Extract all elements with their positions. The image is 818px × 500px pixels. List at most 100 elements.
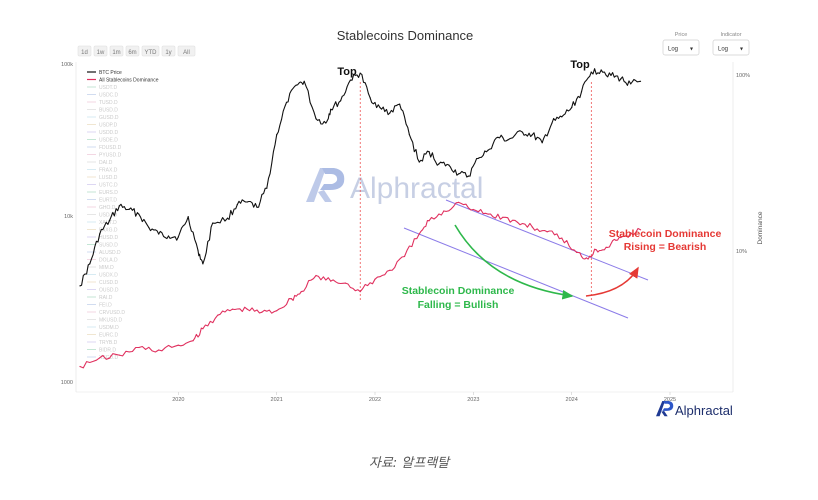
legend-label: RAI.D [99,295,113,301]
legend-entry-faded[interactable]: MKUSD.D [87,318,122,324]
legend-entry-faded[interactable]: EURS.D [87,190,118,196]
legend-entry-faded[interactable]: PYUSD.D [87,153,122,159]
timeframe-button-bg[interactable] [161,45,176,57]
legend-entry-faded[interactable]: FDUSD.D [87,145,122,151]
legend-entry-faded[interactable]: SUSD.D [87,243,118,249]
legend-entry-faded[interactable]: XAUT.D [87,220,117,226]
dominance-point [330,280,332,282]
timeframe-button-ytd[interactable]: YTD [141,45,160,57]
btc-price-point [561,116,563,118]
legend-entry-faded[interactable]: ALUSD.D [87,250,121,256]
btc-price-point [167,235,170,237]
legend-entry-faded[interactable]: CRVUSD.D [87,310,125,316]
bearish-annotation-line2: Rising = Bearish [624,241,707,253]
chevron-down-icon[interactable]: ▾ [740,46,743,53]
legend-entry-faded[interactable]: MIM.D [87,265,114,271]
btc-price-point [197,249,199,251]
btc-price-point [600,69,602,71]
legend-entry-faded[interactable]: OUSD.D [87,288,119,294]
legend-label: USDX.D [99,273,118,279]
timeframe-button-bg[interactable] [109,45,124,57]
legend-entry-faded[interactable]: DAI.D [87,160,113,166]
btc-price-point [118,205,120,207]
legend-entry-main[interactable]: BTC Price [87,70,122,76]
dominance-point [138,346,140,349]
timeframe-label[interactable]: YTD [145,50,158,56]
legend-entry-faded[interactable]: USTC.D [87,183,118,189]
legend-entry-main[interactable]: All Stablecoins Dominance [87,78,159,84]
timeframe-button-bg[interactable] [177,45,196,57]
timeframe-button-6m[interactable]: 6m [125,45,140,57]
btc-price-point [379,106,381,109]
control-dropdown[interactable] [712,39,750,56]
y-right-tick-label: 10% [736,249,747,255]
timeframe-button-1w[interactable]: 1w [93,45,108,57]
timeframe-button-all[interactable]: All [177,45,196,57]
dominance-point [261,311,263,313]
legend-entry-faded[interactable]: EURT.D [87,198,117,204]
btc-price-point [458,173,460,175]
legend-entry-faded[interactable]: PAXG.D [87,228,118,234]
legend-entry-faded[interactable]: GUSD.D [87,115,119,121]
timeframe-button-bg[interactable] [141,45,160,57]
timeframe-button-bg[interactable] [93,45,108,57]
legend-entry-faded[interactable]: GHO.D [87,205,116,211]
timeframe-button-bg[interactable] [77,45,92,57]
legend-entry-faded[interactable]: FRAX.D [87,168,118,174]
btc-price-point [303,80,305,82]
legend-entry-faded[interactable]: USDP.D [87,123,118,129]
legend-label: CRVUSD.D [99,310,125,316]
legend-entry-faded[interactable]: EURC.D [87,333,119,339]
btc-price-point [202,263,204,265]
legend-entry-faded[interactable]: USDE.D [87,138,118,144]
legend-entry-faded[interactable]: BIDR.D [87,348,116,354]
timeframe-label[interactable]: 1m [112,50,120,56]
timeframe-label[interactable]: 1w [97,50,105,56]
legend-entry-faded[interactable]: BUSD.D [87,108,118,114]
legend-entry-faded[interactable]: FEI.D [87,303,112,309]
legend-entry-faded[interactable]: USDJ.D [87,213,117,219]
x-tick-label: 2025 [664,397,676,403]
control-price[interactable]: Price Log ▾ [662,32,700,56]
dominance-point [605,246,607,248]
timeframe-label[interactable]: 1y [165,50,171,56]
chevron-down-icon[interactable]: ▾ [690,46,693,53]
legend-entry-faded[interactable]: USDT.D [87,85,117,91]
legend-entry-faded[interactable]: USDC.D [87,93,119,99]
timeframe-button-1m[interactable]: 1m [109,45,124,57]
legend-entry-faded[interactable]: CUSD.D [87,280,119,286]
legend-label: FDUSD.D [99,145,122,151]
dominance-point [344,282,347,284]
timeframe-button-1y[interactable]: 1y [161,45,176,57]
legend-entry-faded[interactable]: USDD.D [87,130,119,136]
control-indicator[interactable]: Indicator Log ▾ [712,32,750,56]
alphractal-logo-icon [306,168,345,202]
timeframe-label[interactable]: All [183,50,190,56]
legend-label: FRAX.D [99,168,118,174]
y-left-tick-label: 10k [64,214,73,220]
legend-entry-faded[interactable]: USDM.D [87,325,119,331]
dominance-point [639,229,642,231]
legend-entry-faded[interactable]: HUSD.D [87,235,119,241]
legend-label: USDC.D [99,93,119,99]
timeframe-button-1d[interactable]: 1d [77,45,92,57]
legend-label: BTC Price [99,70,122,76]
legend-entry-faded[interactable]: RAI.D [87,295,113,301]
control-value[interactable]: Log [668,47,678,53]
dominance-point [118,354,120,356]
scale-controls: Price Log ▾ Indicator Log ▾ [662,32,750,56]
btc-price-point [448,164,450,166]
legend-entry-faded[interactable]: TUSD.D [87,100,118,106]
control-value[interactable]: Log [718,47,728,53]
legend-entry-faded[interactable]: USDX.D [87,273,118,279]
legend-entry-faded[interactable]: TRYB.D [87,340,118,346]
timeframe-label[interactable]: 1d [81,50,88,56]
timeframe-button-bg[interactable] [125,45,140,57]
control-dropdown[interactable] [662,39,700,56]
btc-price-point [79,285,81,287]
legend-entry-faded[interactable]: LUSD.D [87,175,118,181]
dominance-point [99,357,101,359]
btc-price-point [531,134,533,136]
timeframe-label[interactable]: 6m [128,50,136,56]
legend-label: MKUSD.D [99,318,122,324]
